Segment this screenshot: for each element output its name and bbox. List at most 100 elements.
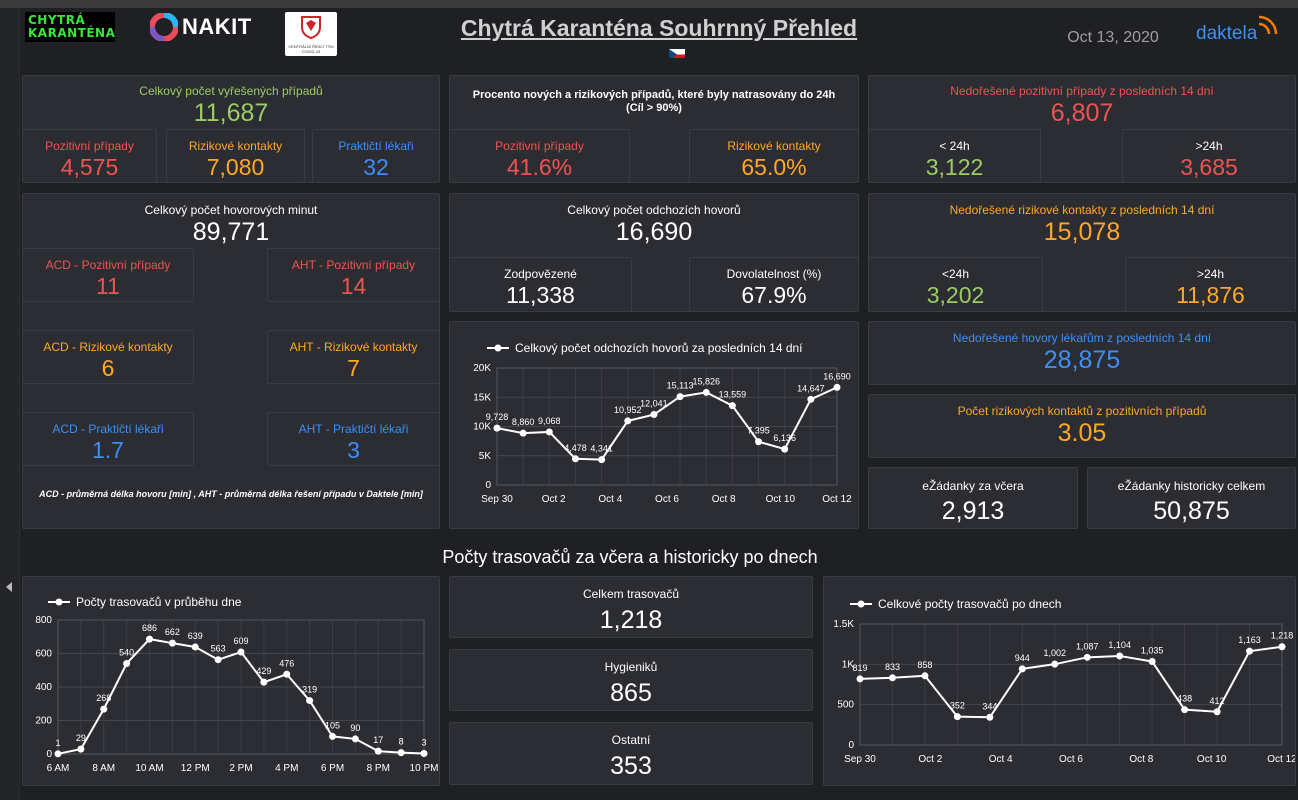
outgoing-calls-chart: Celkový počet odchozích hovorů za posled… — [473, 341, 852, 505]
data-label: 13,559 — [719, 390, 747, 400]
y-tick-label: 5K — [479, 451, 492, 462]
y-tick-label: 500 — [837, 700, 854, 711]
y-tick-label: 15K — [473, 392, 491, 403]
y-tick-label: 400 — [35, 682, 52, 693]
data-point — [237, 648, 245, 656]
data-label: 6,136 — [773, 433, 796, 443]
x-tick-label: Oct 10 — [1197, 754, 1227, 765]
acd-risk-card: ACD - Rizikové kontakty 6 — [22, 330, 194, 384]
tracers-daily-chart-card: Celkové počty trasovačů po dnech 0 500 1K 1.… — [823, 576, 1297, 786]
data-label: 639 — [188, 631, 203, 641]
daktela-signal-icon — [1258, 15, 1278, 35]
legend-marker — [857, 600, 865, 608]
total-tracers-card: Celkem trasovačů 1,218 — [449, 576, 813, 638]
data-label: 858 — [917, 660, 932, 670]
x-tick-label: Oct 8 — [1129, 754, 1153, 765]
coat-of-arms-icon — [301, 16, 321, 40]
expand-panel-arrow-icon[interactable] — [6, 582, 12, 592]
data-label: 319 — [302, 685, 317, 695]
data-point — [1181, 706, 1189, 714]
x-tick-label: Oct 6 — [1059, 754, 1083, 765]
data-point — [306, 697, 314, 705]
data-label: 944 — [1015, 653, 1030, 663]
data-label: 609 — [233, 636, 248, 646]
data-label: 9,068 — [538, 416, 561, 426]
legend-label: Celkové počty trasovačů po dnech — [878, 597, 1061, 611]
data-point — [676, 393, 684, 401]
data-point — [1116, 652, 1124, 660]
chytra-karantena-logo: CHYTRÁ KARANTÉNA — [25, 12, 115, 42]
x-tick-label: 10 PM — [410, 763, 439, 774]
data-label: 9,728 — [486, 412, 509, 422]
plot-frame — [57, 619, 425, 755]
data-point — [807, 395, 815, 403]
series-line — [496, 386, 838, 461]
resolved-title: Celkový počet vyřešených případů — [139, 84, 323, 98]
nakit-logo: NAKIT — [150, 12, 252, 42]
data-label: 4,478 — [564, 443, 587, 453]
data-label: 16,690 — [823, 371, 851, 381]
acd-aht-note: ACD - průměrná délka hovoru [min] , AHT … — [39, 489, 423, 499]
y-tick-label: 800 — [35, 615, 52, 626]
unresolved-risk-under24-card: <24h 3,202 — [868, 257, 1043, 312]
data-label: 90 — [350, 723, 360, 733]
acd-doctors-card: ACD - Praktičtí lékaři 1.7 — [22, 412, 194, 466]
data-point — [1051, 660, 1059, 668]
collapsed-side-panel — [0, 8, 20, 800]
data-point — [1083, 653, 1091, 661]
tracers-hourly-chart-card: Počty trasovačů v průběhu dne 0 200 400 600 8… — [22, 576, 440, 786]
x-tick-label: Oct 8 — [712, 494, 736, 505]
data-point — [1018, 665, 1026, 673]
data-point — [54, 750, 62, 758]
x-tick-label: 8 PM — [367, 763, 390, 774]
data-point — [888, 674, 896, 682]
czech-flag-icon — [669, 47, 685, 58]
tracers-hourly-chart: Počty trasovačů v průběhu dne 0 200 400 600 8… — [35, 595, 439, 774]
data-point — [420, 749, 428, 757]
x-tick-label: 6 AM — [47, 763, 70, 774]
percent-risk-card: Rizikové kontakty 65.0% — [689, 129, 859, 183]
crisis-team-emblem: CENTRÁLNÍ ŘÍDÍCÍ TÝM COVID-19 — [285, 12, 337, 56]
data-label: 1,035 — [1141, 646, 1164, 656]
data-label: 352 — [950, 701, 965, 711]
y-tick-label: 20K — [473, 363, 491, 374]
percent-positive-card: Pozitivní případy 41.6% — [449, 129, 630, 183]
data-label: 1,002 — [1044, 648, 1067, 658]
x-tick-label: Oct 2 — [918, 754, 942, 765]
data-label: 540 — [119, 648, 134, 658]
x-tick-label: Oct 4 — [989, 754, 1013, 765]
data-label: 819 — [852, 663, 867, 673]
data-label: 268 — [96, 693, 111, 703]
unresolved-positive-over24-card: >24h 3,685 — [1122, 129, 1296, 183]
x-tick-label: Oct 10 — [766, 494, 796, 505]
series-line — [859, 645, 1283, 719]
data-label: 1,163 — [1238, 635, 1261, 645]
legend-label: Počty trasovačů v průběhu dne — [76, 595, 242, 609]
acd-positive-card: ACD - Pozitivní případy 11 — [22, 248, 194, 302]
y-tick-label: 1K — [842, 659, 855, 670]
x-tick-label: 4 PM — [275, 763, 298, 774]
data-label: 563 — [211, 644, 226, 654]
aht-positive-card: AHT - Pozitivní případy 14 — [267, 248, 440, 302]
data-label: 412 — [1210, 696, 1225, 706]
data-label: 8,860 — [512, 417, 535, 427]
data-label: 344 — [982, 701, 997, 711]
tracers-section-title: Počty trasovačů za včera a historicky po… — [442, 547, 818, 567]
data-label: 15,826 — [692, 376, 720, 386]
data-label: 7,395 — [747, 426, 770, 436]
unresolved-positive-under24-card: < 24h 3,122 — [868, 129, 1041, 183]
data-point — [571, 455, 579, 463]
resolved-risk-card: Rizikové kontakty 7,080 — [166, 129, 305, 183]
data-label: 1,104 — [1108, 640, 1131, 650]
data-point — [123, 660, 131, 668]
x-tick-label: Oct 4 — [598, 494, 622, 505]
risk-ratio-card: Počet rizikových kontaktů z pozitivních … — [868, 394, 1296, 458]
data-point — [755, 438, 763, 446]
legend-marker — [55, 598, 63, 606]
data-label: 662 — [165, 627, 180, 637]
legend-label: Celkový počet odchozích hovorů za posled… — [515, 341, 803, 355]
reachability-card: Dovolatelnost (%) 67.9% — [689, 257, 859, 312]
data-point — [191, 643, 199, 651]
data-label: 29 — [76, 733, 86, 743]
data-point — [856, 675, 864, 683]
